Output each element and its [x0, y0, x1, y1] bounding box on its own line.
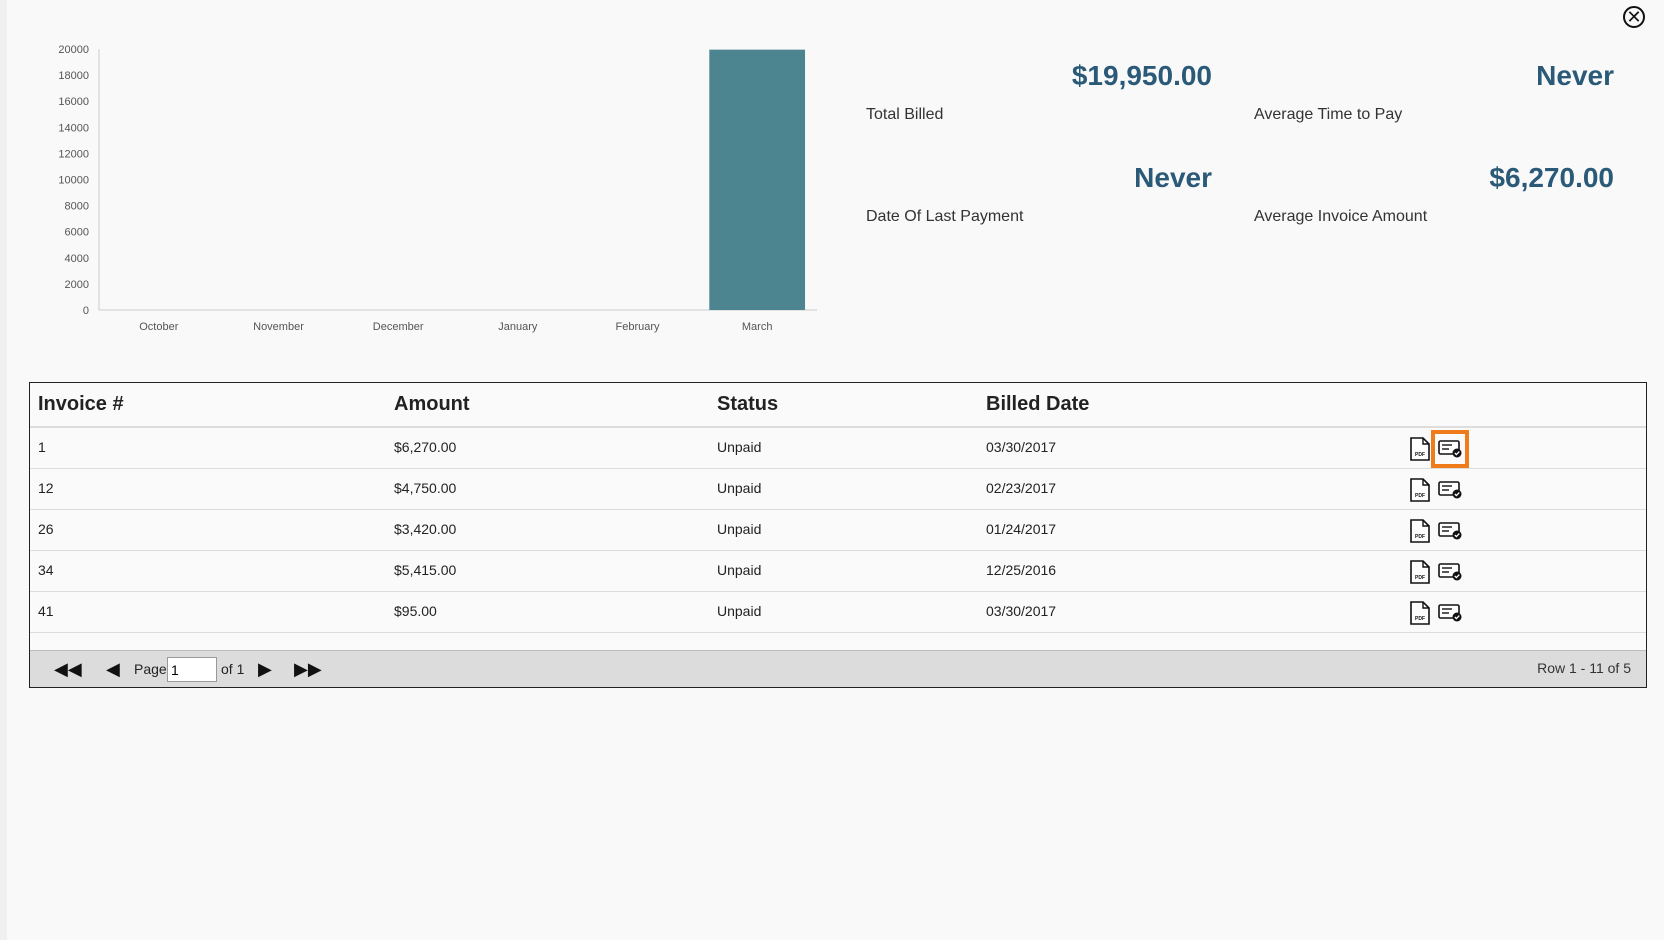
payment-icon[interactable]: [1438, 478, 1462, 502]
bar-march: [709, 49, 806, 311]
cell-amount: $3,420.00: [394, 521, 457, 537]
y-tick-label: 10000: [58, 175, 89, 187]
close-icon[interactable]: ✕: [1623, 6, 1645, 28]
svg-text:PDF: PDF: [1415, 534, 1425, 540]
cell-date: 01/24/2017: [986, 521, 1057, 537]
next-page-icon[interactable]: ▶: [258, 659, 272, 679]
table-row[interactable]: 12 $4,750.00 Unpaid 02/23/2017 PDF: [30, 469, 1646, 510]
x-tick-label: December: [373, 321, 424, 333]
pdf-icon[interactable]: PDF: [1408, 601, 1432, 625]
pdf-icon[interactable]: PDF: [1408, 478, 1432, 502]
x-tick-label: March: [742, 321, 773, 333]
header-invoice[interactable]: Invoice #: [38, 393, 124, 415]
header-amount[interactable]: Amount: [394, 393, 470, 415]
total-billed-value: $19,950.00: [1071, 60, 1212, 91]
table-row[interactable]: 26 $3,420.00 Unpaid 01/24/2017 PDF: [30, 510, 1646, 551]
y-tick-label: 14000: [58, 122, 89, 134]
svg-text:PDF: PDF: [1415, 452, 1425, 458]
y-tick-label: 18000: [58, 70, 89, 82]
y-tick-label: 4000: [65, 253, 89, 265]
row-actions: PDF: [1408, 477, 1462, 503]
billing-chart: 0 2000 4000 6000 8000 10000 12000 14000 16000 180…: [37, 40, 827, 360]
cell-invoice: 12: [38, 480, 54, 496]
pdf-icon[interactable]: PDF: [1408, 519, 1432, 543]
pdf-icon[interactable]: PDF: [1408, 560, 1432, 584]
table-row[interactable]: 34 $5,415.00 Unpaid 12/25/2016 PDF: [30, 551, 1646, 592]
avg-time-to-pay-label: Average Time to Pay: [1254, 106, 1403, 123]
cell-status: Unpaid: [717, 562, 762, 578]
grid-header: Invoice # Amount Status Billed Date: [30, 383, 1646, 428]
page-input[interactable]: [167, 657, 217, 682]
last-payment-value: Never: [1134, 162, 1212, 193]
y-tick-label: 0: [83, 305, 89, 317]
row-actions: PDF: [1408, 430, 1469, 468]
x-tick-label: November: [253, 321, 304, 333]
chart-svg: 0 2000 4000 6000 8000 10000 12000 14000 16000 180…: [58, 44, 817, 333]
svg-text:PDF: PDF: [1415, 616, 1425, 622]
cell-invoice: 34: [38, 562, 54, 578]
last-payment-label: Date Of Last Payment: [866, 208, 1024, 225]
cell-amount: $6,270.00: [394, 439, 457, 455]
invoice-panel: ✕ 0 2000 4000 6000 8000 10000 12000 14000 16000 1…: [7, 0, 1664, 940]
cell-amount: $95.00: [394, 603, 437, 619]
svg-text:PDF: PDF: [1415, 575, 1425, 581]
avg-time-to-pay-value: Never: [1536, 60, 1614, 91]
y-tick-label: 16000: [58, 96, 89, 108]
cell-amount: $4,750.00: [394, 480, 457, 496]
cell-status: Unpaid: [717, 521, 762, 537]
cell-date: 12/25/2016: [986, 562, 1057, 578]
cell-invoice: 1: [38, 439, 46, 455]
row-actions: PDF: [1408, 559, 1462, 585]
table-row[interactable]: 1 $6,270.00 Unpaid 03/30/2017 PDF: [30, 428, 1646, 469]
y-tick-label: 20000: [58, 44, 89, 56]
x-tick-label: October: [139, 321, 178, 333]
last-page-icon[interactable]: ▶▶: [294, 659, 322, 679]
svg-text:PDF: PDF: [1415, 493, 1425, 499]
cell-date: 03/30/2017: [986, 439, 1057, 455]
table-row[interactable]: 41 $95.00 Unpaid 03/30/2017 PDF: [30, 592, 1646, 633]
avg-invoice-label: Average Invoice Amount: [1254, 208, 1428, 225]
payment-icon[interactable]: [1438, 519, 1462, 543]
cell-date: 03/30/2017: [986, 603, 1057, 619]
x-tick-label: January: [498, 321, 538, 333]
cell-invoice: 26: [38, 521, 54, 537]
cell-status: Unpaid: [717, 480, 762, 496]
x-tick-label: February: [615, 321, 660, 333]
row-info: Row 1 - 11 of 5: [1537, 660, 1631, 676]
invoice-grid: Invoice # Amount Status Billed Date 1 $6,…: [29, 382, 1647, 688]
row-actions: PDF: [1408, 518, 1462, 544]
first-page-icon[interactable]: ◀◀: [54, 659, 82, 679]
pdf-icon[interactable]: PDF: [1408, 437, 1432, 461]
cell-invoice: 41: [38, 603, 54, 619]
cell-date: 02/23/2017: [986, 480, 1057, 496]
avg-invoice-value: $6,270.00: [1489, 162, 1614, 193]
y-tick-label: 12000: [58, 148, 89, 160]
y-tick-label: 6000: [65, 227, 89, 239]
cell-status: Unpaid: [717, 603, 762, 619]
cell-amount: $5,415.00: [394, 562, 457, 578]
page-label: Page: [134, 661, 167, 677]
header-status[interactable]: Status: [717, 393, 779, 415]
prev-page-icon[interactable]: ◀: [106, 659, 120, 679]
payment-icon[interactable]: [1431, 430, 1469, 468]
pager: ◀◀ ◀ Page of 1 ▶ ▶▶ Row 1 - 11 of 5: [30, 650, 1646, 687]
row-actions: PDF: [1408, 600, 1462, 626]
total-billed-label: Total Billed: [866, 106, 944, 123]
cell-status: Unpaid: [717, 439, 762, 455]
page-of-label: of 1: [221, 661, 245, 677]
payment-icon[interactable]: [1438, 601, 1462, 625]
header-billed-date[interactable]: Billed Date: [986, 393, 1090, 415]
y-tick-label: 2000: [65, 279, 89, 291]
y-tick-label: 8000: [65, 201, 89, 213]
payment-icon[interactable]: [1438, 560, 1462, 584]
